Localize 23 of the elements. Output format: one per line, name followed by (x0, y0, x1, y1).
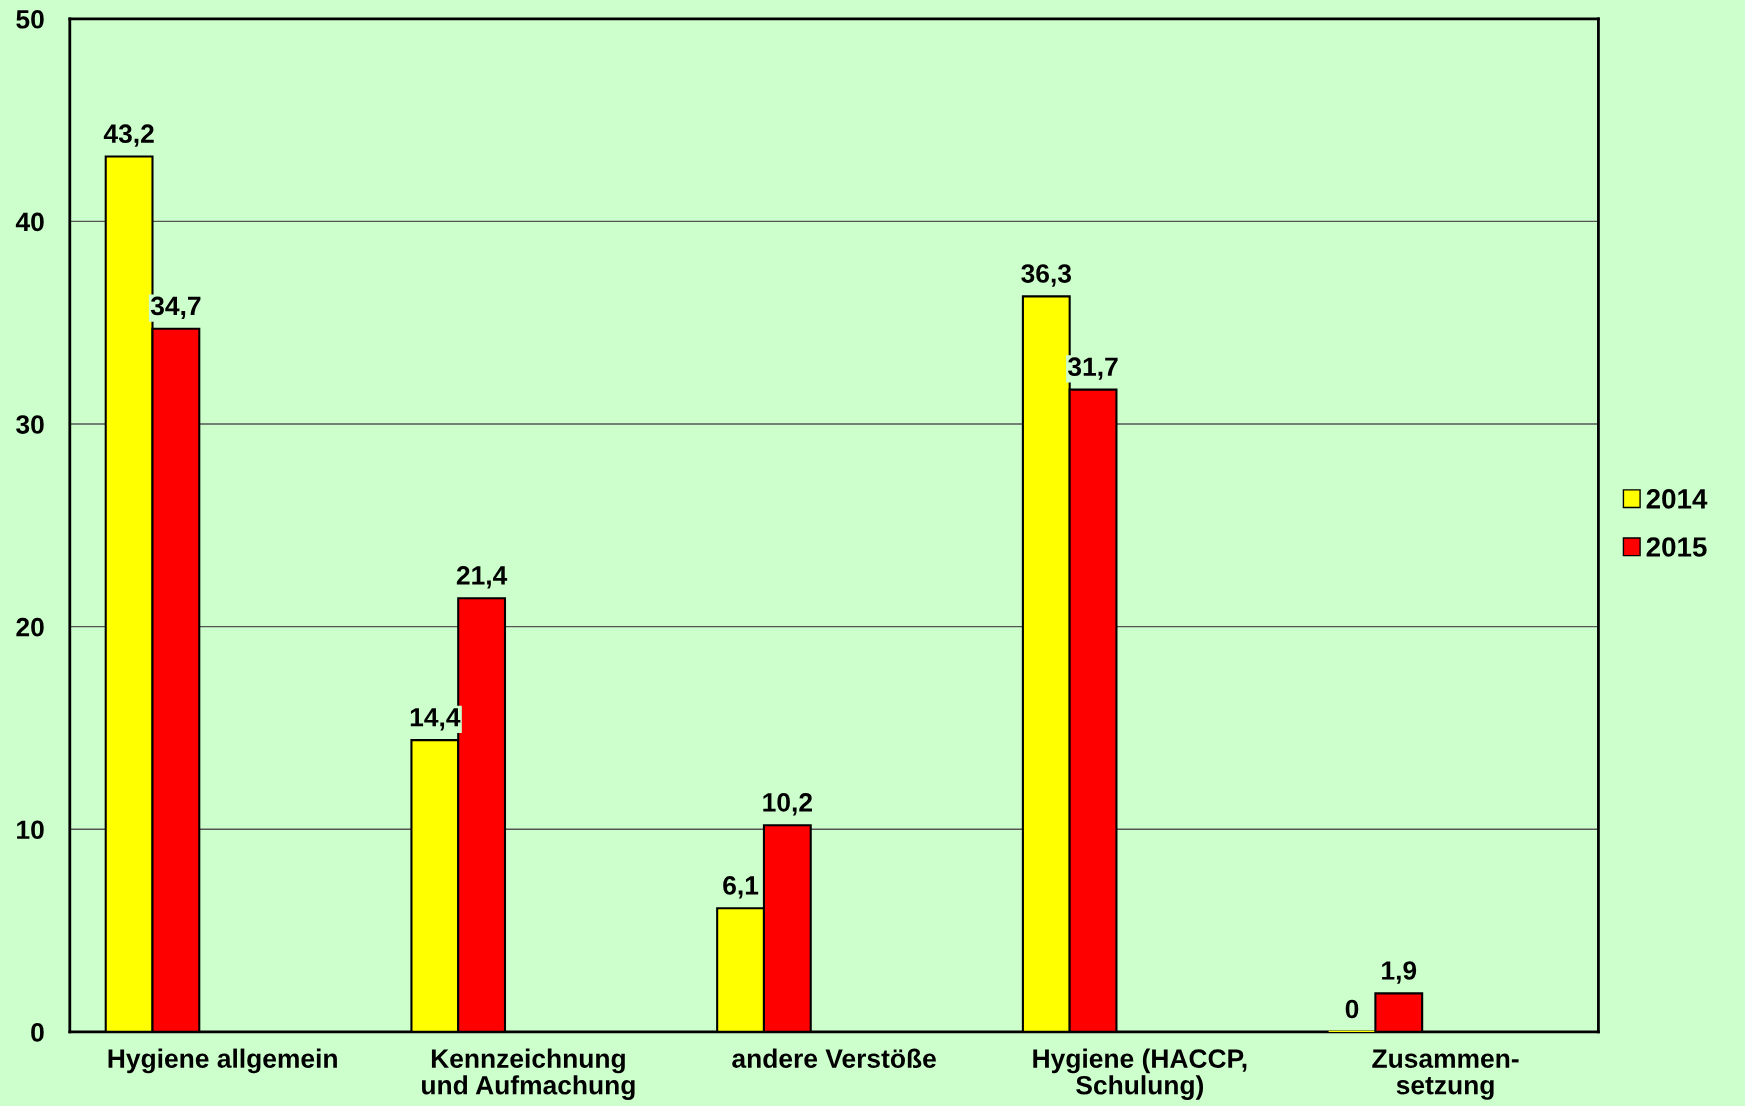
legend-label: 2014 (1646, 489, 1708, 509)
x-tick-label: andere Verstöße (732, 1048, 936, 1068)
data-label: 10,2 (763, 792, 812, 816)
data-label: 31,7 (1067, 357, 1118, 380)
data-label: 0 (1345, 999, 1359, 1019)
data-label: 36,3 (1021, 264, 1072, 287)
legend-label: 2015 (1646, 537, 1707, 557)
y-tick-label: 0 (31, 1023, 44, 1042)
x-tick-label: Zusammen- setzung (1372, 1049, 1519, 1100)
x-tick-label: Hygiene allgemein (108, 1048, 337, 1074)
y-tick-label: 50 (16, 9, 44, 29)
x-tick-label: Kennzeichnung und Aufmachung (422, 1048, 635, 1100)
x-tick-label: Hygiene (HACCP, Schulung) (1033, 1048, 1247, 1100)
data-label: 14,4 (410, 708, 461, 731)
data-label: 1,9 (1382, 961, 1417, 984)
y-tick-label: 40 (15, 212, 44, 232)
data-label: 6,1 (723, 876, 759, 899)
data-label: 43,2 (103, 124, 154, 147)
y-tick-label: 20 (16, 617, 44, 637)
y-tick-label: 30 (16, 415, 44, 434)
y-tick-label: 10 (17, 820, 44, 840)
data-label: 34,7 (150, 296, 201, 320)
data-label: 21,4 (456, 566, 508, 589)
